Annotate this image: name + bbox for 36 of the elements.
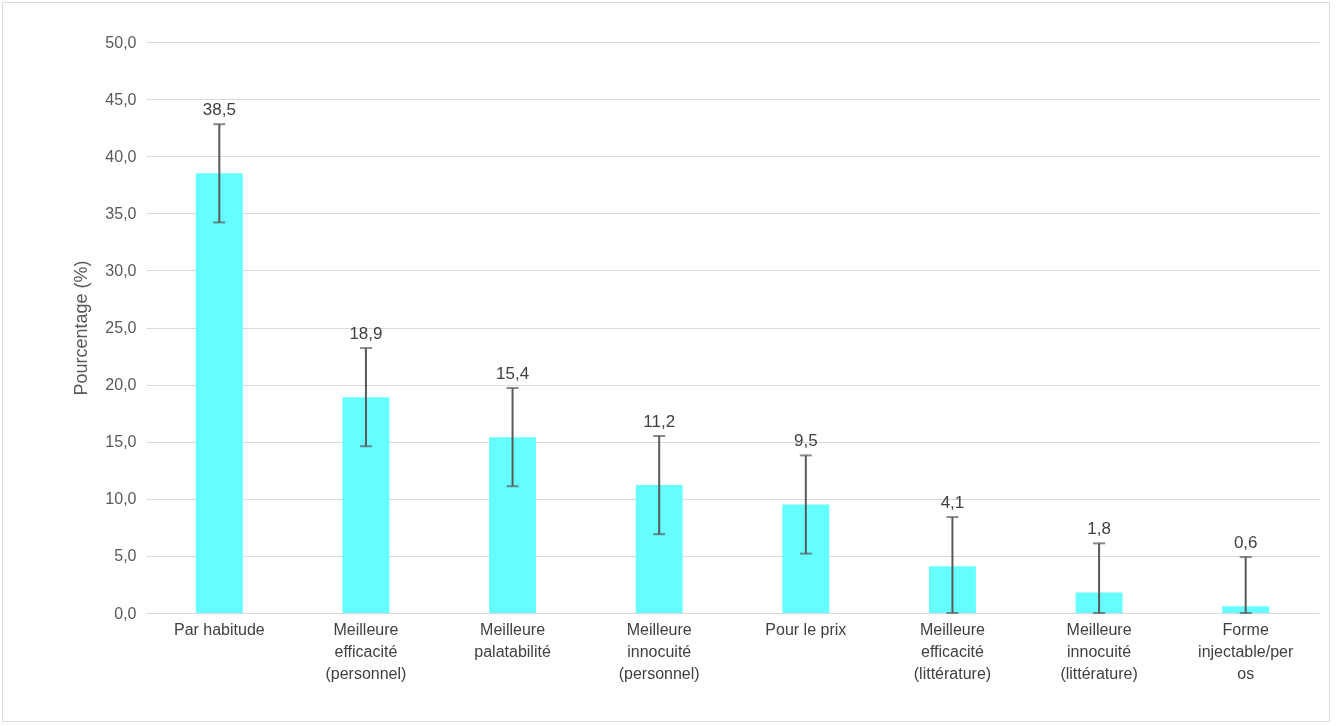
y-tick-label: 10,0 [105,490,137,508]
y-tick-label: 50,0 [105,33,137,51]
data-label: 1,8 [1087,519,1111,539]
data-label: 0,6 [1233,533,1258,553]
data-label: 11,2 [643,411,676,431]
x-tick-label: Meilleure innocuité (littérature) [1060,620,1138,682]
bar [1075,592,1123,613]
data-label: 15,4 [496,364,530,384]
bar [928,566,976,613]
x-tick-label: Forme injectable/per os [1198,620,1294,682]
x-tick-label: Par habitude [173,620,265,638]
x-tick-label: Pour le prix [765,620,847,638]
data-label: 18,9 [349,324,383,344]
x-tick-label: Meilleure innocuité (personnel) [618,620,700,682]
y-tick-label: 35,0 [105,204,137,222]
bar [195,173,243,613]
bar [782,504,830,613]
y-tick-label: 30,0 [105,261,137,279]
bar [342,397,390,613]
x-tick-label: Meilleure efficacité (littérature) [913,620,992,682]
y-tick-label: 5,0 [114,547,137,565]
y-axis-title: Pourcentage (%) [71,260,92,396]
y-tick-label: 15,0 [105,433,137,451]
data-label: 9,5 [793,431,818,451]
y-tick-label: 45,0 [105,90,137,108]
x-tick-label: Meilleure efficacité (personnel) [325,620,407,682]
data-label: 38,5 [202,100,236,120]
y-tick-label: 40,0 [105,147,137,165]
y-tick-label: 0,0 [114,604,137,622]
y-tick-label: 25,0 [105,319,137,336]
bar [1222,606,1270,613]
x-tick-label: Meilleure palatabilité [474,620,551,660]
bar [489,437,537,613]
y-tick-label: 20,0 [105,376,137,394]
bar [635,485,683,613]
data-label: 4,1 [940,493,965,513]
